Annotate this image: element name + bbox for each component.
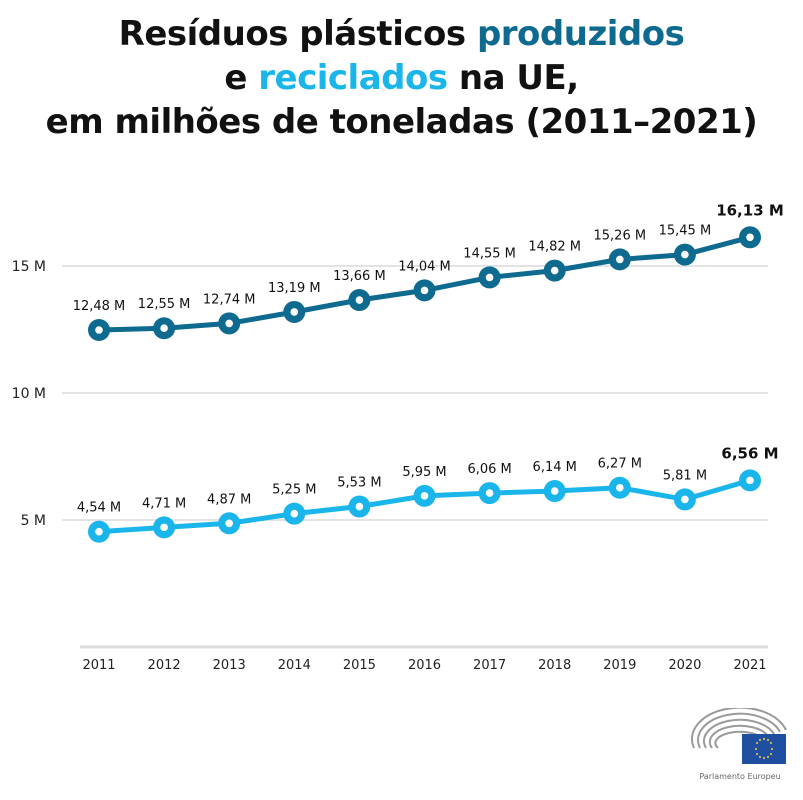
data-label: 13,66 M bbox=[333, 269, 386, 284]
x-tick-label: 2017 bbox=[473, 658, 506, 673]
data-point-center bbox=[616, 255, 624, 264]
data-point-center bbox=[550, 487, 559, 495]
data-point-center bbox=[550, 266, 559, 275]
data-point-center bbox=[225, 319, 233, 328]
title-recycled: reciclados bbox=[258, 58, 448, 98]
x-tick-label: 2011 bbox=[82, 658, 115, 673]
data-point-center bbox=[420, 286, 429, 295]
data-label: 4,71 M bbox=[142, 496, 186, 511]
x-tick-label: 2021 bbox=[733, 658, 766, 673]
data-point-center bbox=[616, 483, 624, 492]
data-point-center bbox=[485, 489, 494, 497]
logo-text: Parlamento Europeu bbox=[699, 772, 781, 781]
data-label: 16,13 M bbox=[716, 201, 784, 219]
data-label: 5,25 M bbox=[272, 483, 316, 498]
data-point-center bbox=[485, 273, 494, 282]
data-label: 6,56 M bbox=[721, 444, 778, 462]
data-label: 14,04 M bbox=[398, 259, 451, 274]
x-tick-label: 2019 bbox=[603, 658, 636, 673]
title-part: e bbox=[224, 58, 259, 98]
title-part: em milhões de toneladas (2011–2021) bbox=[45, 102, 758, 142]
title-part: na UE, bbox=[447, 58, 579, 98]
line-chart: 5 M 10 M 15 M 2011 2012 2013 2014 2015 2016 2017 2… bbox=[12, 201, 784, 673]
x-tick-label: 2013 bbox=[213, 658, 246, 673]
data-point-center bbox=[225, 519, 233, 528]
y-tick-label: 15 M bbox=[12, 259, 46, 275]
x-tick-label: 2012 bbox=[148, 658, 181, 673]
title-part: Resíduos plásticos bbox=[118, 14, 477, 54]
data-label: 12,48 M bbox=[73, 299, 126, 314]
y-tick-label: 10 M bbox=[12, 386, 46, 402]
x-tick-label: 2016 bbox=[408, 658, 441, 673]
data-label: 4,87 M bbox=[207, 492, 251, 507]
data-label: 14,82 M bbox=[528, 240, 581, 255]
data-point-center bbox=[95, 527, 103, 536]
data-point-center bbox=[746, 233, 754, 242]
hemicycle-icon bbox=[691, 706, 787, 764]
data-label: 5,95 M bbox=[402, 465, 446, 480]
title-produced: produzidos bbox=[476, 14, 685, 54]
data-point-center bbox=[290, 509, 299, 518]
data-label: 15,26 M bbox=[594, 228, 647, 243]
data-label: 13,19 M bbox=[268, 281, 321, 296]
chart-title: Resíduos plásticos produzidos e reciclad… bbox=[0, 12, 803, 144]
x-tick-label: 2014 bbox=[278, 658, 311, 673]
data-label: 5,81 M bbox=[663, 468, 707, 483]
x-tick-label: 2015 bbox=[343, 658, 376, 673]
data-point-center bbox=[160, 523, 168, 532]
data-label: 12,55 M bbox=[138, 297, 191, 312]
data-label: 6,14 M bbox=[533, 460, 577, 475]
data-point-center bbox=[95, 326, 103, 334]
data-point-center bbox=[160, 324, 168, 333]
data-label: 12,74 M bbox=[203, 292, 256, 307]
data-point-center bbox=[420, 492, 429, 500]
parliament-logo: Parlamento Europeu bbox=[690, 706, 795, 788]
data-label: 5,53 M bbox=[337, 476, 381, 491]
data-label: 4,54 M bbox=[77, 501, 121, 516]
x-tick-label: 2020 bbox=[668, 658, 701, 673]
data-label: 14,55 M bbox=[463, 246, 516, 261]
data-point-center bbox=[681, 495, 689, 504]
data-point-center bbox=[681, 250, 689, 259]
data-label: 6,27 M bbox=[598, 457, 642, 472]
x-tick-label: 2018 bbox=[538, 658, 571, 673]
data-point-center bbox=[355, 296, 364, 304]
data-point-center bbox=[746, 476, 754, 485]
data-point-center bbox=[290, 308, 299, 316]
data-label: 6,06 M bbox=[467, 462, 511, 477]
data-point-center bbox=[355, 502, 364, 511]
data-label: 15,45 M bbox=[659, 224, 712, 239]
y-tick-label: 5 M bbox=[21, 513, 46, 529]
